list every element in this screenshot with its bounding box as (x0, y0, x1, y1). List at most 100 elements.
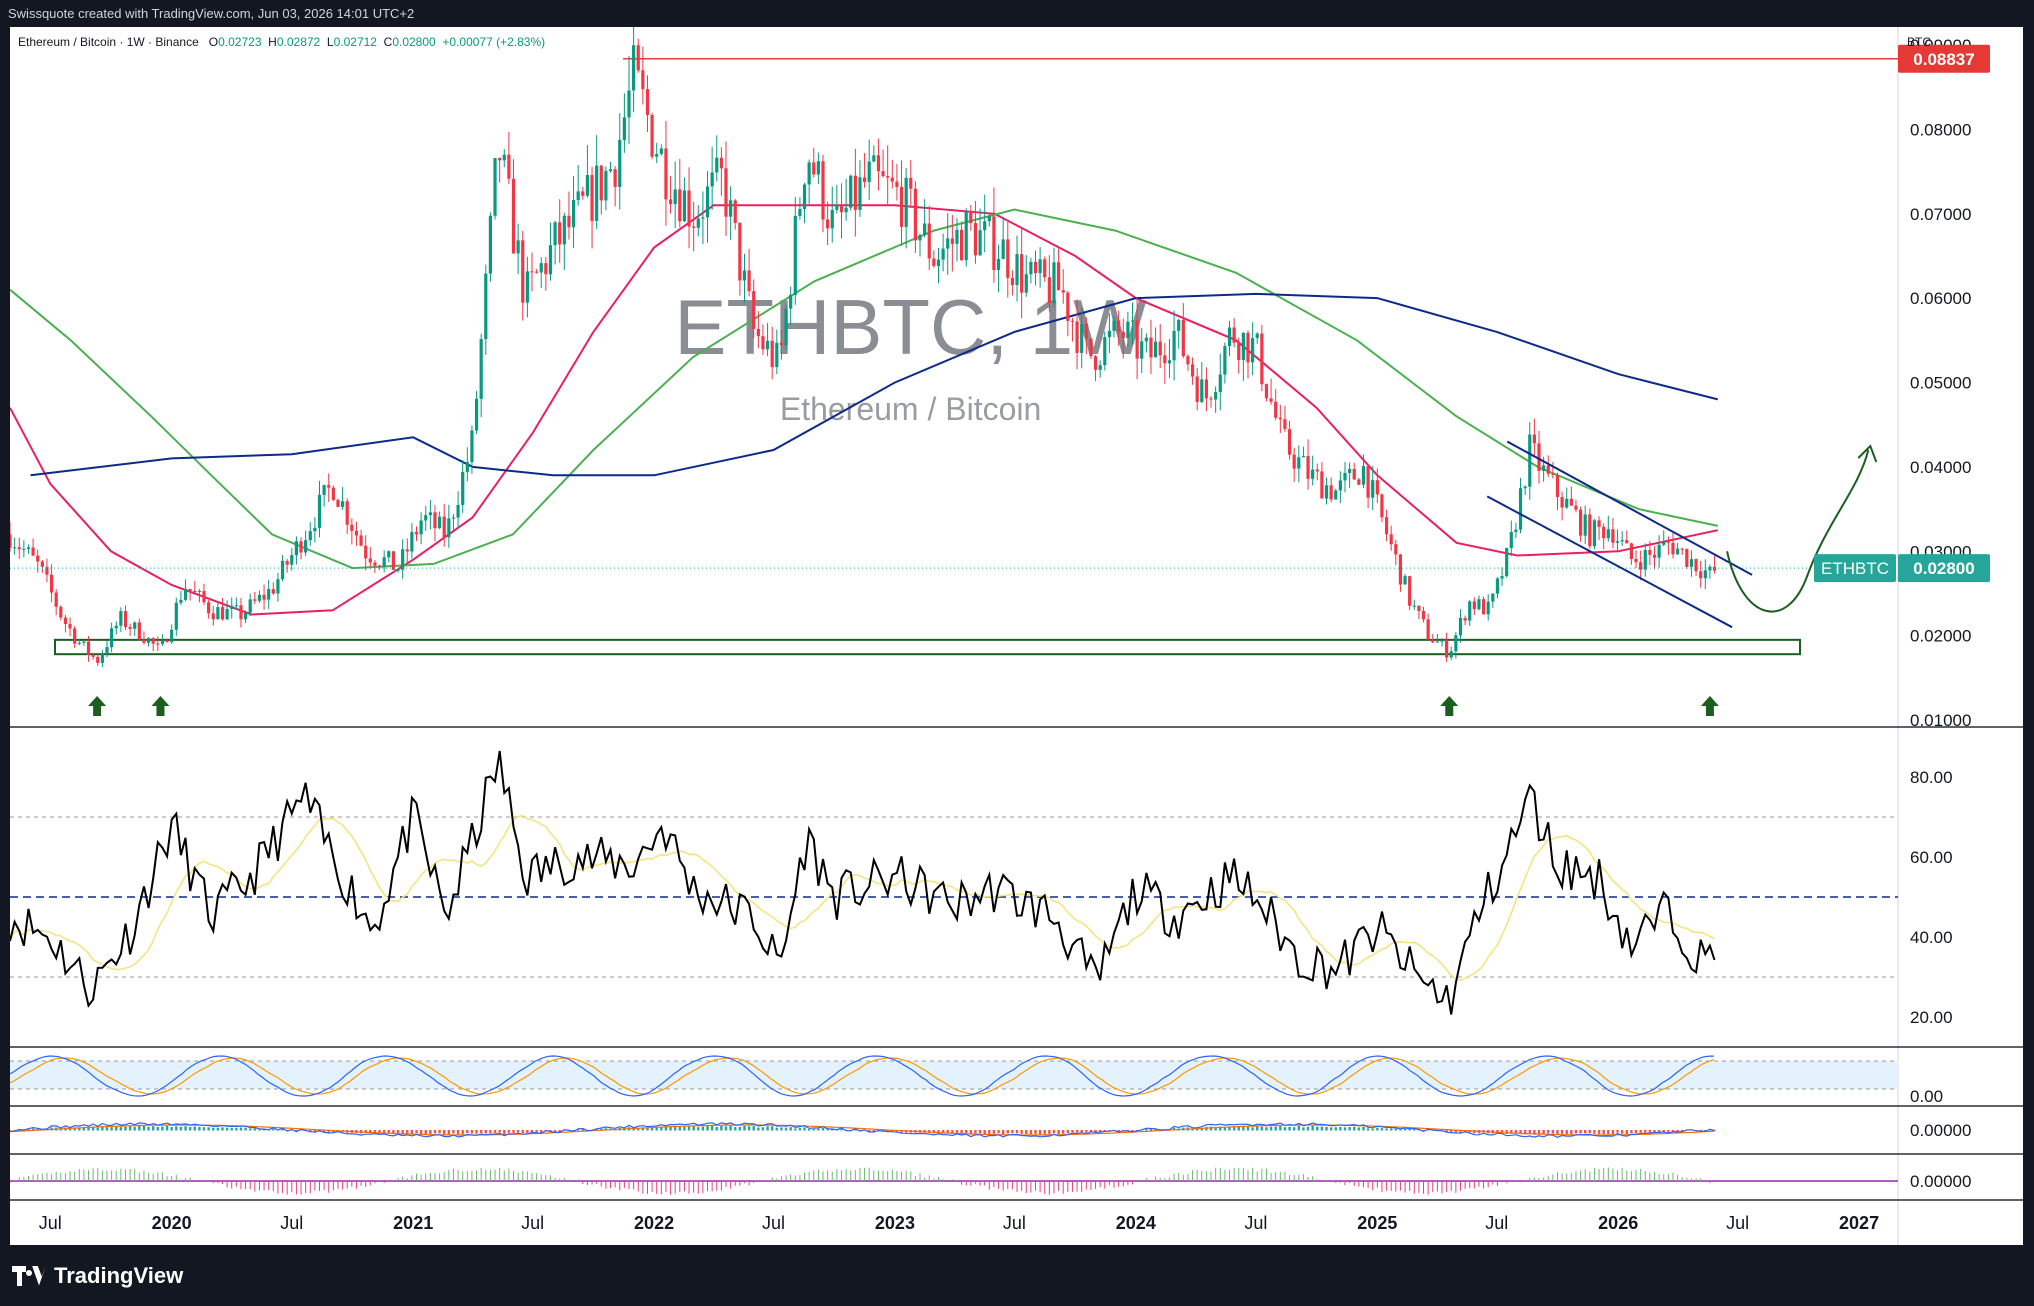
candle (128, 623, 132, 636)
macd-histogram-bar (1357, 1127, 1361, 1131)
price-tick-label: 0.08000 (1910, 120, 1971, 139)
candle (1555, 472, 1560, 511)
candle-body (1366, 466, 1370, 498)
macd-histogram-bar (1094, 1130, 1097, 1132)
candle (1657, 535, 1661, 568)
macd-histogram-bar (101, 1126, 104, 1131)
candle (1237, 337, 1241, 374)
candle (1056, 248, 1061, 291)
candle-body (340, 501, 345, 507)
candle (996, 244, 1001, 293)
macd-histogram-bar (489, 1130, 492, 1133)
macd-histogram-bar (1353, 1126, 1356, 1131)
time-axis-label: Jul (1485, 1213, 1508, 1233)
candle (45, 558, 49, 583)
macd-histogram-bar (410, 1130, 414, 1135)
candle (862, 153, 867, 188)
candle (1486, 594, 1490, 621)
candle-body (969, 211, 973, 224)
symbol-badge-bg (1814, 554, 1896, 583)
macd-histogram-bar (475, 1130, 478, 1134)
candle (992, 187, 996, 283)
legend-close-label: C (383, 35, 393, 49)
macd-histogram-bar (1066, 1130, 1070, 1134)
candle (1130, 302, 1135, 345)
stoch-d-line (10, 1057, 1715, 1095)
candle (1518, 477, 1523, 534)
candle (364, 535, 368, 571)
candle (451, 514, 456, 530)
macd-histogram-bar (188, 1127, 192, 1131)
macd-histogram-bar (826, 1129, 829, 1131)
candle (1671, 533, 1675, 559)
candle-body (1140, 341, 1144, 359)
candle (1227, 320, 1232, 357)
candle (1047, 255, 1051, 312)
candle (1200, 362, 1204, 404)
candle (632, 27, 636, 112)
candle-body (826, 219, 830, 229)
candle-body (1348, 469, 1352, 473)
candle (682, 177, 687, 223)
candle-body (1458, 618, 1463, 636)
candle (1195, 368, 1199, 411)
candle-body (128, 627, 132, 629)
candle (26, 544, 31, 554)
candle (936, 247, 941, 284)
candle (276, 572, 280, 602)
macd-histogram-bar (988, 1130, 991, 1134)
candle-body (715, 157, 719, 173)
candle-body (576, 191, 580, 200)
macd-histogram-bar (1593, 1130, 1596, 1134)
macd-histogram-bar (1500, 1130, 1504, 1133)
candle (68, 617, 72, 637)
candle-body (1251, 338, 1255, 363)
candle (696, 205, 700, 237)
tradingview-logo[interactable]: TradingView (12, 1263, 183, 1289)
candle-body (1080, 323, 1084, 353)
macd-histogram-bar (235, 1127, 238, 1131)
candle (1560, 491, 1564, 521)
candle (1006, 221, 1010, 298)
candle-body (1546, 465, 1550, 474)
macd-histogram-bar (1422, 1130, 1425, 1132)
macd-histogram-bar (272, 1128, 275, 1131)
candle (1154, 327, 1158, 358)
moving-average-red (10, 204, 1719, 616)
candle-body (521, 240, 525, 303)
rsi-tick-label: 40.00 (1910, 928, 1953, 947)
candle-body (49, 574, 54, 593)
macd-histogram-bar (951, 1130, 954, 1134)
candle-body (701, 217, 705, 219)
candle (1338, 471, 1342, 504)
candle (299, 537, 303, 560)
macd-histogram-bar (757, 1127, 760, 1131)
footer-bar: TradingView (0, 1245, 2034, 1306)
candle-body (1560, 496, 1564, 508)
candle-body (918, 235, 922, 241)
candle-body (1486, 601, 1490, 615)
candle (1611, 517, 1615, 549)
candle-body (1625, 540, 1629, 544)
macd-histogram-bar (932, 1130, 936, 1134)
candle (1361, 454, 1366, 488)
macd-line (10, 1122, 1715, 1139)
macd-histogram-bar (516, 1130, 520, 1133)
candle-body (608, 169, 613, 172)
candle-body (100, 653, 104, 663)
moving-average-green (10, 208, 1719, 570)
candle (1380, 493, 1384, 523)
candle-body (784, 308, 788, 346)
candle-body (862, 177, 867, 182)
macd-histogram-bar (82, 1126, 86, 1131)
candle (340, 486, 345, 510)
candle-body (687, 190, 691, 227)
candle-body (992, 216, 996, 271)
macd-histogram-bar (886, 1130, 889, 1132)
macd-histogram-bar (1348, 1127, 1351, 1131)
candle-body (1190, 364, 1195, 377)
candle-body (438, 516, 442, 529)
candle-body (368, 558, 372, 563)
